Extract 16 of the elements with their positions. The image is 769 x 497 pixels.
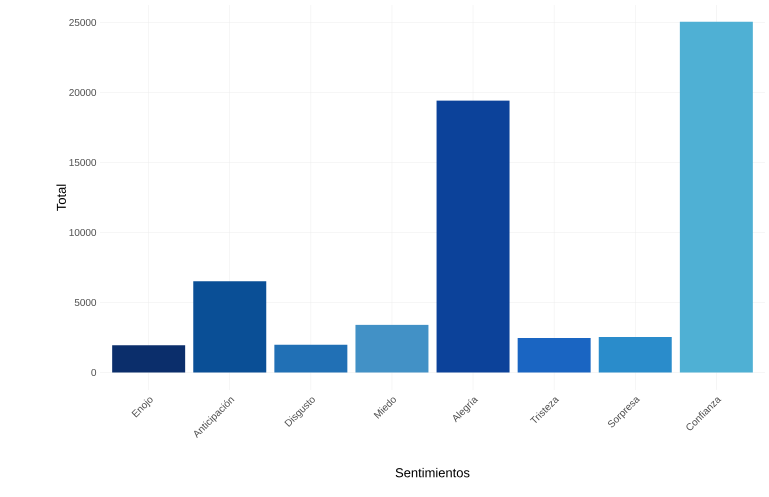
x-axis-title: Sentimientos xyxy=(396,468,470,478)
y-axis-title: Total xyxy=(56,184,66,211)
bar xyxy=(518,338,591,372)
y-tick-label: 25000 xyxy=(69,18,96,26)
bar xyxy=(436,100,510,372)
bar xyxy=(112,345,186,372)
bar xyxy=(355,324,428,372)
bar xyxy=(193,281,266,372)
y-tick-label: 10000 xyxy=(70,228,96,236)
bar xyxy=(598,336,672,372)
y-tick-label: 20000 xyxy=(69,88,96,96)
bar xyxy=(680,22,753,372)
bar xyxy=(274,344,348,372)
y-tick-label: 0 xyxy=(91,368,96,376)
y-tick-label: 15000 xyxy=(70,158,96,166)
y-tick-label: 5000 xyxy=(74,298,96,306)
